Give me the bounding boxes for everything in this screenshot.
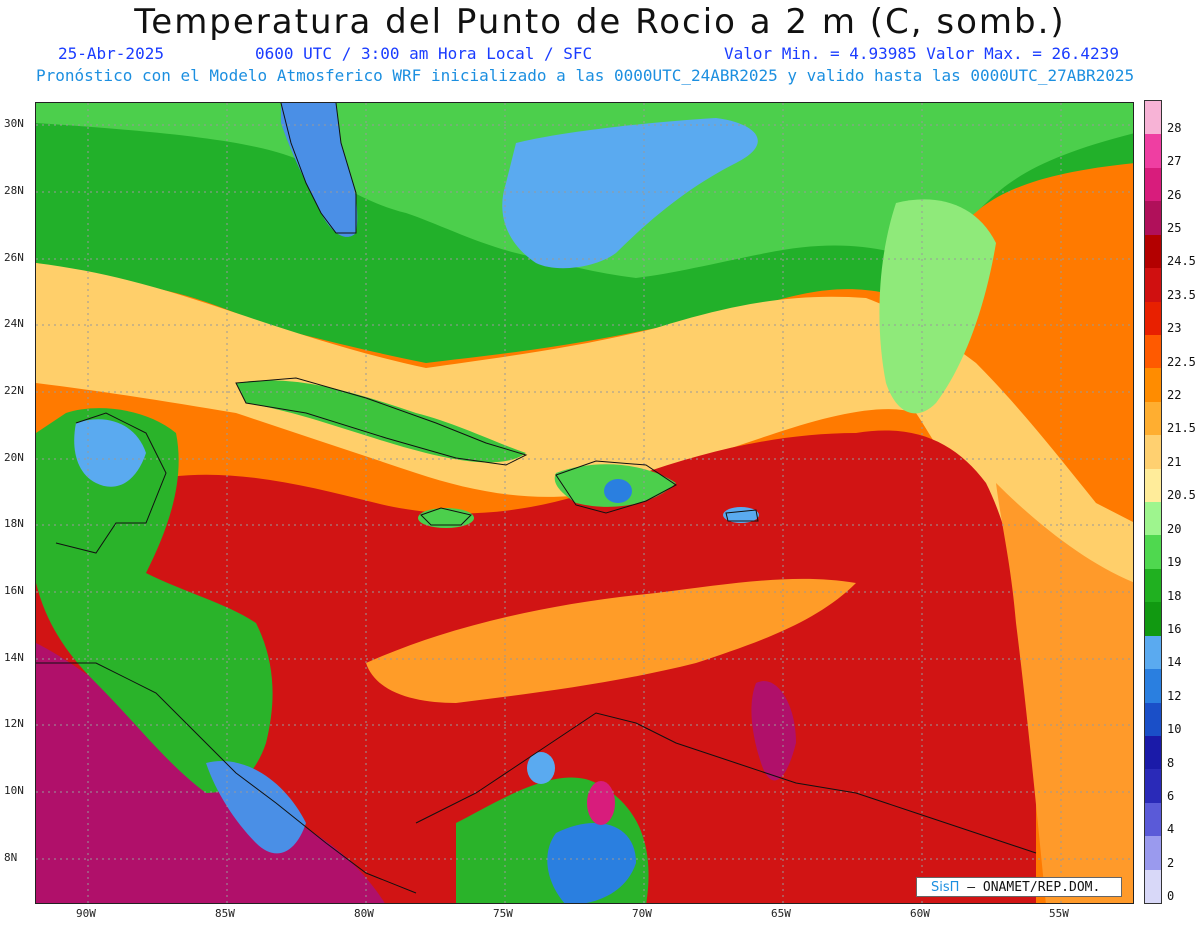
atlantic-plume <box>879 199 996 414</box>
colorbar-label: 0 <box>1167 889 1175 904</box>
colorbar-segment <box>1145 468 1161 503</box>
lon-tick: 75W <box>493 907 513 920</box>
colorbar-segment <box>1145 401 1161 436</box>
credit-box: SisΠ – ONAMET/REP.DOM. <box>916 877 1122 897</box>
lat-tick: 30N <box>4 117 24 130</box>
jamaica-green <box>418 508 474 528</box>
sisp-logo: SisΠ <box>931 880 960 895</box>
colorbar <box>1144 100 1162 904</box>
lat-tick: 14N <box>4 651 24 664</box>
coastlines <box>36 103 1037 894</box>
colorbar-label: 4 <box>1167 822 1175 837</box>
colorbar-segment <box>1145 568 1161 603</box>
colorbar-segment <box>1145 368 1161 403</box>
lon-tick: 65W <box>771 907 791 920</box>
lat-tick: 22N <box>4 384 24 397</box>
colorbar-label: 8 <box>1167 755 1175 770</box>
colorbar-label: 14 <box>1167 655 1182 670</box>
lat-tick: 20N <box>4 451 24 464</box>
colorbar-segment <box>1145 769 1161 804</box>
map-title: Temperatura del Punto de Rocio a 2 m (C,… <box>134 2 1066 42</box>
colorbar-label: 19 <box>1167 555 1182 570</box>
lon-tick: 90W <box>76 907 96 920</box>
colorbar-segment <box>1145 836 1161 871</box>
colorbar-label: 26 <box>1167 187 1182 202</box>
colorbar-label: 6 <box>1167 789 1175 804</box>
costa-rica-blue <box>206 761 306 854</box>
forecast-date: 25-Abr-2025 <box>58 44 164 63</box>
lon-tick: 55W <box>1049 907 1069 920</box>
lon-tick: 80W <box>354 907 374 920</box>
colorbar-segment <box>1145 602 1161 637</box>
colorbar-label: 24.5 <box>1167 254 1196 269</box>
colorbar-label: 16 <box>1167 621 1182 636</box>
lat-tick: 12N <box>4 717 24 730</box>
colorbar-segment <box>1145 301 1161 336</box>
colorbar-segment <box>1145 735 1161 770</box>
colorbar-segment <box>1145 268 1161 302</box>
colorbar-segment <box>1145 435 1161 470</box>
colorbar-label: 20.5 <box>1167 488 1196 503</box>
graticule <box>36 103 1133 903</box>
colorbar-label: 23.5 <box>1167 287 1196 302</box>
model-info: Pronóstico con el Modelo Atmosferico WRF… <box>36 66 1135 85</box>
colorbar-segment <box>1145 535 1161 570</box>
colorbar-label: 22.5 <box>1167 354 1196 369</box>
colorbar-label: 22 <box>1167 388 1182 403</box>
colorbar-label: 21.5 <box>1167 421 1196 436</box>
colorbar-segment <box>1145 101 1161 135</box>
credit-text: – ONAMET/REP.DOM. <box>967 880 1101 895</box>
lat-tick: 18N <box>4 517 24 530</box>
colorbar-segment <box>1145 167 1161 202</box>
colorbar-segment <box>1145 635 1161 670</box>
hispaniola-blue <box>604 479 632 503</box>
forecast-time: 0600 UTC / 3:00 am Hora Local / SFC <box>255 44 593 63</box>
maracaibo-magenta <box>587 781 615 825</box>
lat-tick: 10N <box>4 784 24 797</box>
colorbar-segment <box>1145 134 1161 169</box>
dewpoint-map <box>35 102 1134 904</box>
blue-ocean-zone <box>502 118 758 269</box>
colorbar-label: 2 <box>1167 855 1175 870</box>
colorbar-segment <box>1145 702 1161 737</box>
colorbar-label: 10 <box>1167 722 1182 737</box>
florida-zone <box>281 103 358 237</box>
lon-tick: 85W <box>215 907 235 920</box>
colorbar-label: 27 <box>1167 154 1182 169</box>
colorbar-segment <box>1145 802 1161 837</box>
lat-tick: 16N <box>4 584 24 597</box>
colorbar-segment <box>1145 201 1161 236</box>
south-america-blue <box>547 823 636 903</box>
yellow-band <box>36 263 1133 662</box>
colorbar-label: 25 <box>1167 220 1182 235</box>
lat-tick: 28N <box>4 184 24 197</box>
colorbar-label: 18 <box>1167 588 1182 603</box>
colorbar-label: 28 <box>1167 120 1182 135</box>
colorbar-segment <box>1145 334 1161 369</box>
lon-tick: 70W <box>632 907 652 920</box>
colorbar-segment <box>1145 234 1161 269</box>
caribbean-magenta-spot <box>751 681 796 781</box>
colorbar-segment <box>1145 869 1161 904</box>
orange-band <box>366 578 856 703</box>
lat-tick: 24N <box>4 317 24 330</box>
colorbar-label: 20 <box>1167 521 1182 536</box>
lon-tick: 60W <box>910 907 930 920</box>
colorbar-segment <box>1145 669 1161 703</box>
colorbar-label: 21 <box>1167 454 1182 469</box>
lat-tick: 8N <box>4 851 18 864</box>
sierra-nevada-blue <box>527 752 555 784</box>
min-max-values: Valor Min. = 4.93985 Valor Max. = 26.423… <box>724 44 1119 63</box>
cuba-green <box>236 380 526 463</box>
colorbar-label: 23 <box>1167 321 1182 336</box>
colorbar-label: 12 <box>1167 688 1182 703</box>
yucatan-blue <box>74 419 146 487</box>
lat-tick: 26N <box>4 251 24 264</box>
east-orange-zone <box>996 483 1133 903</box>
colorbar-segment <box>1145 502 1161 536</box>
central-america-green <box>36 408 273 793</box>
